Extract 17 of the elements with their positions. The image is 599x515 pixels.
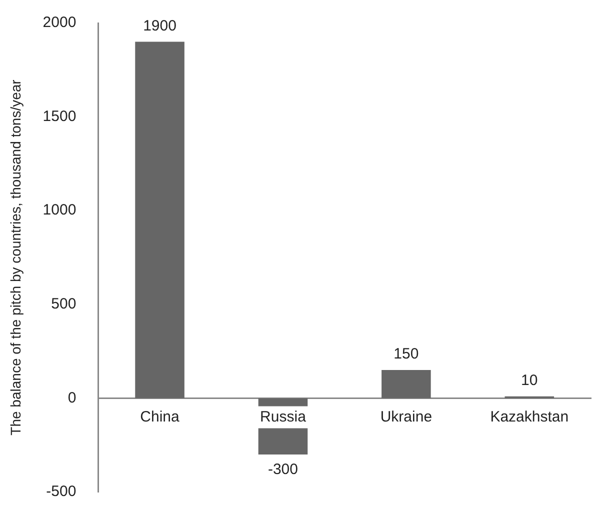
x-tick-label: Kazakhstan xyxy=(490,408,569,426)
bar xyxy=(382,370,431,398)
data-label: 10 xyxy=(521,372,538,389)
x-tick-label: Russia xyxy=(260,408,307,426)
x-tick-label: Ukraine xyxy=(380,408,432,426)
y-tick-label: 0 xyxy=(68,389,76,406)
bar xyxy=(135,42,184,398)
y-axis-title: The balance of the pitch by countries, thousand tons/year xyxy=(7,79,24,436)
x-tick-label: China xyxy=(140,408,180,426)
y-tick-label: 1500 xyxy=(42,108,76,125)
y-tick-label: 500 xyxy=(51,296,76,313)
data-label: 1900 xyxy=(143,17,176,34)
y-tick-label: 2000 xyxy=(42,14,76,32)
data-label: 150 xyxy=(394,346,419,363)
y-tick-label: 1000 xyxy=(42,202,76,219)
y-tick-label: -500 xyxy=(46,483,76,500)
data-label: -300 xyxy=(268,461,298,478)
